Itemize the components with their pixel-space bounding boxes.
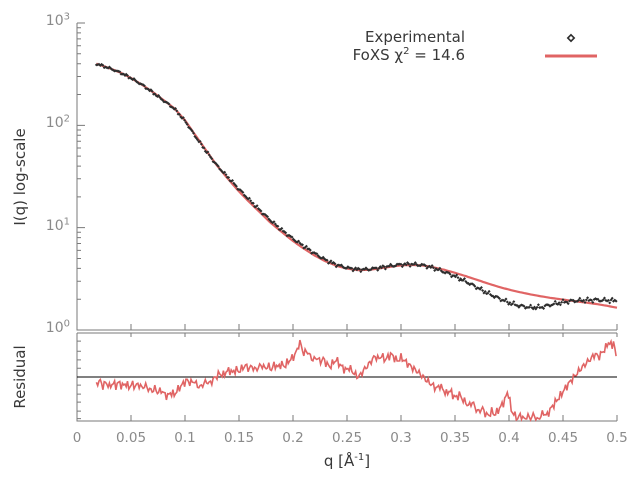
x-tick-label-0.5: 0.5 [606, 430, 628, 446]
axis-ticks [76, 22, 618, 421]
x-tick-label-0.45: 0.45 [547, 430, 579, 446]
legend-foxs-label: FoXS χ2 = 14.6 [352, 46, 465, 64]
legend-experimental-marker-icon [566, 33, 576, 43]
x-tick-label-0.1: 0.1 [174, 430, 196, 446]
x-tick-label-0: 0 [72, 430, 82, 446]
x-axis-title: q [Å-1] [323, 452, 371, 470]
y-tick-label-10e0: 100 [45, 318, 70, 336]
experimental-data-points [94, 62, 618, 311]
main-y-axis-title: I(q) log-scale [11, 128, 29, 226]
y-tick-label-10e3: 103 [45, 11, 70, 29]
foxs-fit-line [96, 62, 618, 309]
x-tick-label-0.15: 0.15 [223, 430, 255, 446]
main-plot-border [76, 23, 617, 331]
legend-experimental-label: Experimental [364, 28, 465, 46]
y-tick-label-10e1: 101 [45, 216, 70, 234]
x-tick-label-0.25: 0.25 [331, 430, 363, 446]
x-tick-label-0.05: 0.05 [115, 430, 147, 446]
residual-y-axis-title: Residual [11, 345, 29, 409]
x-tick-label-0.3: 0.3 [390, 430, 412, 446]
legend-entry-experimental: Experimental [300, 28, 537, 46]
x-tick-label-0.35: 0.35 [439, 430, 471, 446]
residual-curve [95, 338, 617, 423]
legend-entry-foxs: FoXS χ2 = 14.6 [300, 46, 537, 64]
x-tick-label-0.2: 0.2 [282, 430, 304, 446]
x-tick-label-0.4: 0.4 [498, 430, 520, 446]
y-tick-label-10e2: 102 [45, 113, 70, 132]
